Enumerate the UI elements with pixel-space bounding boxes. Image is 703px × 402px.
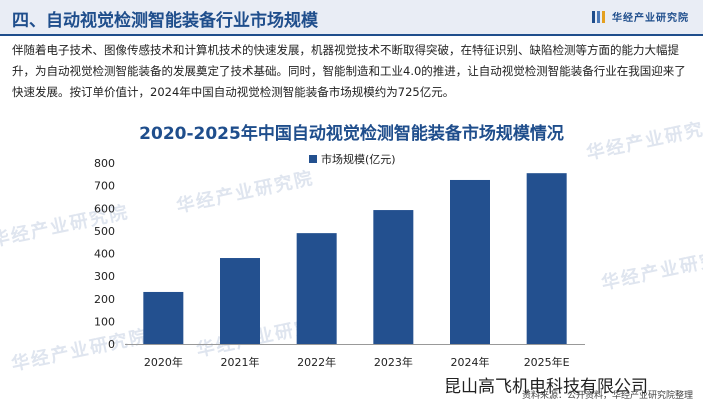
y-tick-label: 300	[94, 270, 115, 283]
x-tick-label: 2021年	[221, 355, 260, 369]
header-bar: 四、自动视觉检测智能装备行业市场规模 华经产业研究院	[0, 0, 703, 36]
bar-2024年	[450, 179, 490, 344]
bar-2021年	[220, 258, 260, 344]
legend-swatch	[309, 155, 317, 163]
y-tick-label: 400	[94, 248, 115, 261]
legend-label: 市场规模(亿元)	[321, 153, 396, 166]
bar-2020年	[143, 291, 184, 344]
x-tick-label: 2024年	[451, 355, 490, 369]
company-overlay-text: 昆山高飞机电科技有限公司	[444, 377, 648, 397]
y-tick-label: 200	[94, 293, 115, 306]
chart-legend: 市场规模(亿元)	[309, 151, 396, 167]
bar-2023年	[373, 210, 414, 344]
x-tick-label: 2023年	[374, 355, 413, 369]
source-note: 资料来源：公开资料，华经产业研究院整理	[521, 391, 693, 401]
brand-logo-icon	[592, 10, 606, 24]
y-tick-label: 100	[94, 315, 115, 328]
brand: 华经产业研究院	[592, 9, 689, 24]
intro-paragraph: 伴随着电子技术、图像传感技术和计算机技术的快速发展，机器视觉技术不断取得突破，在…	[12, 43, 686, 99]
y-tick-label: 0	[108, 338, 115, 351]
y-tick-label: 500	[94, 225, 115, 238]
y-tick-label: 800	[94, 157, 115, 170]
x-tick-label: 2022年	[297, 355, 336, 369]
section-title: 四、自动视觉检测智能装备行业市场规模	[12, 11, 318, 31]
brand-name: 华经产业研究院	[612, 13, 689, 24]
y-tick-label: 600	[94, 202, 115, 215]
bar-2025年E	[526, 173, 567, 344]
chart-title: 2020-2025年中国自动视觉检测智能装备市场规模情况	[139, 124, 564, 144]
x-tick-label: 2020年	[144, 355, 183, 369]
y-tick-label: 700	[94, 180, 115, 193]
x-tick-label: 2025年E	[524, 355, 570, 369]
bar-2022年	[296, 233, 337, 344]
